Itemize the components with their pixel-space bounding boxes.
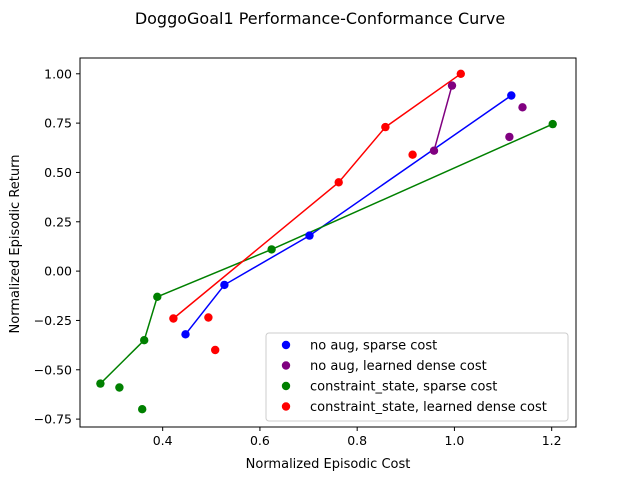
- legend-marker-4: [281, 402, 291, 411]
- x-axis-label: Normalized Episodic Cost: [246, 457, 411, 472]
- data-point-s4-2: [204, 313, 213, 322]
- data-point-s3-5: [153, 292, 162, 301]
- legend-marker-2: [281, 361, 291, 370]
- data-point-s3-1: [96, 379, 105, 388]
- data-point-s1-4: [507, 91, 516, 100]
- x-tick-label-4: 1.0: [444, 433, 464, 448]
- legend-box: [265, 332, 569, 422]
- legend-marker-1: [281, 340, 291, 350]
- series-line-2: [433, 85, 453, 151]
- data-point-s2-3: [505, 132, 514, 142]
- y-tick-label-2: −0.50: [34, 362, 72, 377]
- legend-label-1: no aug, sparse cost: [310, 339, 437, 354]
- y-tick-label-4: 0.00: [44, 264, 72, 279]
- x-tick-label-3: 0.8: [347, 433, 367, 448]
- data-point-s2-4: [518, 103, 527, 112]
- y-tick-label-8: 1.00: [44, 66, 72, 81]
- data-point-s2-2: [447, 81, 457, 90]
- x-tick-label-1: 0.4: [153, 433, 173, 448]
- data-point-s3-2: [115, 383, 124, 392]
- plot-area: 0.4 0.6 0.8 1.0 1.2 −0.75 −0.50 −0.25 0.00 0.25 0.…: [34, 57, 577, 448]
- y-tick-label-6: 0.50: [44, 165, 72, 180]
- legend-label-2: no aug, learned dense cost: [310, 359, 487, 374]
- y-tick-label-1: −0.75: [34, 412, 72, 427]
- data-point-s3-7: [548, 119, 557, 129]
- series-line-1: [184, 94, 512, 335]
- data-point-s4-4: [334, 178, 343, 187]
- data-point-s1-1: [181, 330, 190, 339]
- axes-frame: [79, 57, 577, 428]
- y-tick-label-3: −0.25: [34, 313, 72, 328]
- legend-label-3: constraint_state, sparse cost: [310, 380, 497, 395]
- data-point-s3-3: [138, 405, 147, 414]
- y-axis-label: Normalized Episodic Return: [8, 155, 23, 334]
- data-point-s4-3: [211, 345, 220, 355]
- x-tick-label-2: 0.6: [250, 433, 270, 448]
- data-point-s2-1: [429, 146, 439, 155]
- legend: no aug, sparse cost no aug, learned dense…: [265, 332, 569, 422]
- y-tick-label-7: 0.75: [44, 116, 72, 131]
- legend-marker-3: [281, 381, 291, 391]
- x-tick-label-5: 1.2: [542, 433, 562, 448]
- legend-label-4: constraint_state, learned dense cost: [310, 400, 547, 415]
- data-point-s1-3: [305, 231, 314, 240]
- data-point-s3-6: [267, 245, 276, 254]
- data-point-s1-2: [220, 280, 229, 290]
- chart-title: DoggoGoal1 Performance-Conformance Curve: [135, 9, 505, 28]
- data-point-s3-4: [140, 336, 149, 345]
- data-point-s4-1: [169, 314, 178, 323]
- data-point-s4-7: [456, 69, 465, 79]
- data-point-s4-6: [408, 150, 417, 159]
- data-point-s4-5: [381, 122, 390, 132]
- y-tick-label-5: 0.25: [44, 214, 72, 229]
- series-line-4: [172, 73, 462, 320]
